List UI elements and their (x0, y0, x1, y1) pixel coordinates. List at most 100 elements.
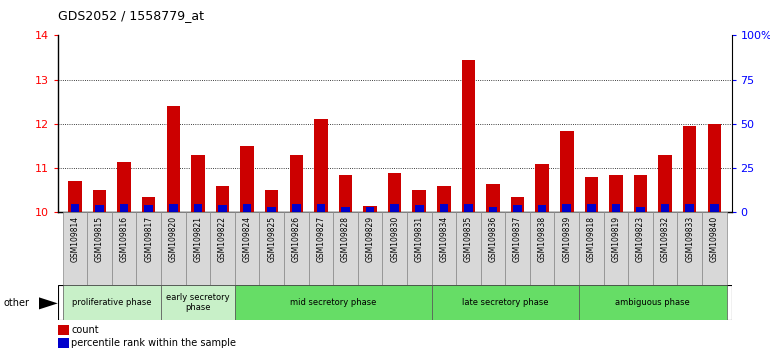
Bar (145, 205, 153, 212)
FancyBboxPatch shape (62, 285, 161, 320)
Bar (560, 131, 574, 212)
Bar (636, 207, 644, 212)
FancyBboxPatch shape (579, 212, 604, 285)
Text: GSM109819: GSM109819 (611, 216, 621, 262)
Bar (462, 60, 475, 212)
Text: proliferative phase: proliferative phase (72, 298, 152, 307)
Text: other: other (4, 298, 30, 308)
Text: GSM109821: GSM109821 (193, 216, 203, 262)
Bar (710, 204, 718, 212)
Text: GSM109814: GSM109814 (71, 216, 79, 262)
Bar (511, 197, 524, 212)
Text: GSM109835: GSM109835 (464, 216, 473, 262)
Text: GDS2052 / 1558779_at: GDS2052 / 1558779_at (58, 9, 204, 22)
Bar (584, 177, 598, 212)
Bar (440, 204, 448, 212)
Bar (58, 325, 69, 335)
Text: GSM109838: GSM109838 (537, 216, 547, 262)
Bar (265, 190, 279, 212)
FancyBboxPatch shape (136, 212, 161, 285)
Bar (120, 204, 129, 212)
FancyBboxPatch shape (407, 212, 431, 285)
Bar (292, 204, 300, 212)
Bar (216, 186, 229, 212)
Bar (142, 197, 156, 212)
FancyBboxPatch shape (431, 285, 579, 320)
FancyBboxPatch shape (333, 212, 358, 285)
Text: GSM109836: GSM109836 (488, 216, 497, 262)
Text: GSM109818: GSM109818 (587, 216, 596, 262)
Bar (363, 206, 377, 212)
FancyBboxPatch shape (530, 212, 554, 285)
Text: mid secretory phase: mid secretory phase (290, 298, 377, 307)
Text: GSM109832: GSM109832 (661, 216, 670, 262)
FancyBboxPatch shape (628, 212, 653, 285)
Text: early secretory
phase: early secretory phase (166, 293, 229, 312)
Bar (339, 175, 352, 212)
Bar (243, 204, 251, 212)
Bar (290, 155, 303, 212)
FancyBboxPatch shape (309, 212, 333, 285)
FancyBboxPatch shape (235, 285, 431, 320)
Text: GSM109822: GSM109822 (218, 216, 227, 262)
Text: percentile rank within the sample: percentile rank within the sample (71, 338, 236, 348)
FancyBboxPatch shape (579, 285, 727, 320)
Bar (69, 182, 82, 212)
FancyBboxPatch shape (358, 212, 383, 285)
FancyBboxPatch shape (87, 212, 112, 285)
Text: GSM109826: GSM109826 (292, 216, 301, 262)
Bar (464, 204, 473, 212)
Bar (661, 204, 669, 212)
Text: GSM109827: GSM109827 (316, 216, 326, 262)
Bar (708, 124, 721, 212)
Text: GSM109830: GSM109830 (390, 216, 399, 262)
Bar (341, 207, 350, 212)
Text: GSM109820: GSM109820 (169, 216, 178, 262)
Bar (58, 338, 69, 348)
Bar (314, 120, 327, 212)
FancyBboxPatch shape (431, 212, 456, 285)
Bar (191, 155, 205, 212)
Bar (388, 173, 401, 212)
Bar (609, 175, 623, 212)
Bar (169, 204, 178, 212)
Bar (93, 190, 106, 212)
FancyBboxPatch shape (653, 212, 678, 285)
FancyBboxPatch shape (186, 212, 210, 285)
Text: late secretory phase: late secretory phase (462, 298, 548, 307)
Text: GSM109840: GSM109840 (710, 216, 718, 262)
Bar (685, 204, 694, 212)
Text: GSM109825: GSM109825 (267, 216, 276, 262)
FancyBboxPatch shape (161, 212, 186, 285)
Bar (71, 204, 79, 212)
Bar (366, 207, 374, 212)
Bar (587, 204, 596, 212)
Text: GSM109816: GSM109816 (119, 216, 129, 262)
Bar (634, 175, 648, 212)
Text: GSM109823: GSM109823 (636, 216, 645, 262)
Text: GSM109839: GSM109839 (562, 216, 571, 262)
Text: ambiguous phase: ambiguous phase (615, 298, 690, 307)
FancyBboxPatch shape (383, 212, 407, 285)
Bar (267, 207, 276, 212)
Bar (415, 205, 424, 212)
FancyBboxPatch shape (62, 212, 87, 285)
Text: count: count (71, 325, 99, 335)
FancyBboxPatch shape (161, 285, 235, 320)
Bar (562, 204, 571, 212)
FancyBboxPatch shape (456, 212, 480, 285)
Bar (218, 205, 227, 212)
Bar (117, 161, 131, 212)
FancyBboxPatch shape (702, 212, 727, 285)
Bar (193, 204, 203, 212)
FancyBboxPatch shape (505, 212, 530, 285)
FancyBboxPatch shape (259, 212, 284, 285)
FancyBboxPatch shape (112, 212, 136, 285)
Bar (489, 207, 497, 212)
Text: GSM109815: GSM109815 (95, 216, 104, 262)
Bar (486, 184, 500, 212)
Bar (538, 205, 547, 212)
Text: GSM109828: GSM109828 (341, 216, 350, 262)
Polygon shape (38, 297, 58, 309)
Text: GSM109834: GSM109834 (440, 216, 448, 262)
